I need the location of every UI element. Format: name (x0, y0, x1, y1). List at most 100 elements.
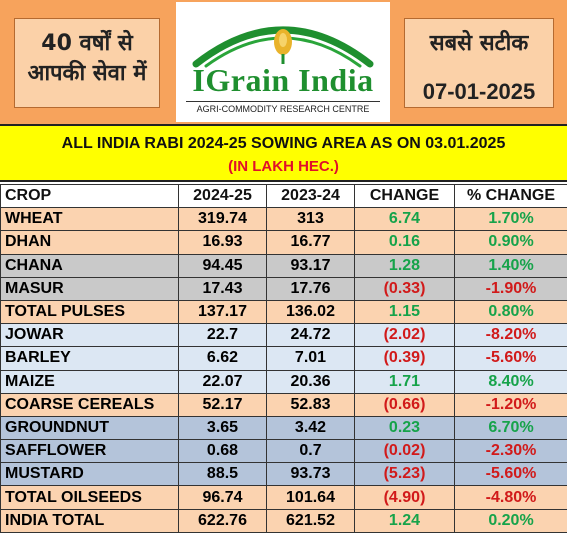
pct-change-cell: 0.20% (454, 508, 567, 533)
value-2023-24-cell: 313 (266, 207, 355, 232)
crop-cell: WHEAT (0, 207, 179, 232)
value-2023-24-cell: 93.17 (266, 253, 355, 278)
wheat-arc-icon (192, 26, 374, 68)
pct-change-cell: -2.30% (454, 439, 567, 464)
change-cell: (5.23) (354, 462, 455, 487)
column-header-change: CHANGE (354, 183, 455, 209)
table-row: GROUNDNUT 3.65 3.42 0.23 6.70% (0, 415, 567, 441)
crop-cell: MASUR (0, 276, 179, 301)
value-2023-24-cell: 24.72 (266, 323, 355, 348)
pct-change-cell: -1.90% (454, 276, 567, 301)
report-date: 07-01-2025 (422, 79, 536, 104)
table-row: WHEAT 319.74 313 6.74 1.70% (0, 207, 567, 232)
change-cell: 1.24 (354, 508, 455, 533)
pct-change-cell: -4.80% (454, 485, 567, 510)
value-2023-24-cell: 16.77 (266, 230, 355, 255)
value-2023-24-cell: 101.64 (266, 485, 355, 510)
pct-change-cell: 8.40% (454, 369, 567, 394)
table-title: ALL INDIA RABI 2024-25 SOWING AREA AS ON… (61, 135, 506, 152)
table-row: MASUR 17.43 17.76 (0.33) -1.90% (0, 276, 567, 301)
value-2024-25-cell: 52.17 (178, 392, 267, 417)
table-row: INDIA TOTAL 622.76 621.52 1.24 0.20% (0, 508, 567, 533)
value-2024-25-cell: 17.43 (178, 276, 267, 301)
value-2024-25-cell: 22.07 (178, 369, 267, 394)
crop-cell: MUSTARD (0, 462, 179, 487)
crop-cell: INDIA TOTAL (0, 508, 179, 533)
value-2023-24-cell: 52.83 (266, 392, 355, 417)
column-header-2023-24: 2023-24 (266, 183, 355, 209)
table-row: TOTAL OILSEEDS 96.74 101.64 (4.90) -4.80% (0, 485, 567, 510)
value-2024-25-cell: 94.45 (178, 253, 267, 278)
value-2023-24-cell: 621.52 (266, 508, 355, 533)
crop-cell: JOWAR (0, 323, 179, 348)
crop-cell: COARSE CEREALS (0, 392, 179, 417)
value-2024-25-cell: 96.74 (178, 485, 267, 510)
brand-tagline: AGRI-COMMODITY RESEARCH CENTRE (186, 101, 380, 114)
crop-cell: DHAN (0, 230, 179, 255)
table-row: SAFFLOWER 0.68 0.7 (0.02) -2.30% (0, 439, 567, 464)
crop-cell: TOTAL OILSEEDS (0, 485, 179, 510)
sowing-area-table: CROP 2024-25 2023-24 CHANGE % CHANGE WHE… (0, 183, 567, 533)
brand-name: IGrain India (192, 62, 374, 98)
table-row: COARSE CEREALS 52.17 52.83 (0.66) -1.20% (0, 392, 567, 417)
value-2024-25-cell: 0.68 (178, 439, 267, 464)
tagline-left-line1: 40 वर्षों से (41, 31, 133, 56)
table-row: TOTAL PULSES 137.17 136.02 1.15 0.80% (0, 299, 567, 325)
value-2024-25-cell: 6.62 (178, 346, 267, 371)
value-2023-24-cell: 0.7 (266, 439, 355, 464)
crop-cell: GROUNDNUT (0, 415, 179, 441)
column-header-2024-25: 2024-25 (178, 183, 267, 209)
table-row: CHANA 94.45 93.17 1.28 1.40% (0, 253, 567, 278)
change-cell: 1.28 (354, 253, 455, 278)
table-row: MAIZE 22.07 20.36 1.71 8.40% (0, 369, 567, 394)
crop-cell: BARLEY (0, 346, 179, 371)
change-cell: (4.90) (354, 485, 455, 510)
value-2023-24-cell: 7.01 (266, 346, 355, 371)
value-2024-25-cell: 137.17 (178, 299, 267, 325)
column-header-crop: CROP (0, 183, 179, 209)
change-cell: 6.74 (354, 207, 455, 232)
value-2024-25-cell: 88.5 (178, 462, 267, 487)
value-2023-24-cell: 136.02 (266, 299, 355, 325)
crop-cell: TOTAL PULSES (0, 299, 179, 325)
pct-change-cell: 0.80% (454, 299, 567, 325)
column-header-pct-change: % CHANGE (454, 183, 567, 209)
crop-cell: SAFFLOWER (0, 439, 179, 464)
change-cell: 1.15 (354, 299, 455, 325)
pct-change-cell: -5.60% (454, 462, 567, 487)
table-row: BARLEY 6.62 7.01 (0.39) -5.60% (0, 346, 567, 371)
change-cell: 0.16 (354, 230, 455, 255)
value-2024-25-cell: 3.65 (178, 415, 267, 441)
value-2023-24-cell: 3.42 (266, 415, 355, 441)
value-2023-24-cell: 20.36 (266, 369, 355, 394)
change-cell: 0.23 (354, 415, 455, 441)
pct-change-cell: -8.20% (454, 323, 567, 348)
tagline-box-right: सबसे सटीक 07-01-2025 (404, 18, 554, 108)
table-row: JOWAR 22.7 24.72 (2.02) -8.20% (0, 323, 567, 348)
change-cell: (0.66) (354, 392, 455, 417)
value-2024-25-cell: 319.74 (178, 207, 267, 232)
change-cell: 1.71 (354, 369, 455, 394)
table-title-bar: ALL INDIA RABI 2024-25 SOWING AREA AS ON… (0, 124, 567, 182)
table-header-row: CROP 2024-25 2023-24 CHANGE % CHANGE (0, 183, 567, 209)
value-2023-24-cell: 17.76 (266, 276, 355, 301)
change-cell: (0.39) (354, 346, 455, 371)
table-row: MUSTARD 88.5 93.73 (5.23) -5.60% (0, 462, 567, 487)
change-cell: (0.33) (354, 276, 455, 301)
value-2023-24-cell: 93.73 (266, 462, 355, 487)
tagline-box-left: 40 वर्षों से आपकी सेवा में (14, 18, 160, 108)
change-cell: (2.02) (354, 323, 455, 348)
pct-change-cell: -1.20% (454, 392, 567, 417)
tagline-left-line2: आपकी सेवा में (27, 61, 147, 86)
crop-cell: CHANA (0, 253, 179, 278)
value-2024-25-cell: 622.76 (178, 508, 267, 533)
brand-logo: IGrain India AGRI-COMMODITY RESEARCH CEN… (176, 2, 390, 122)
pct-change-cell: 1.70% (454, 207, 567, 232)
pct-change-cell: 0.90% (454, 230, 567, 255)
header-banner: 40 वर्षों से आपकी सेवा में IGrain India … (0, 0, 567, 124)
value-2024-25-cell: 22.7 (178, 323, 267, 348)
pct-change-cell: 1.40% (454, 253, 567, 278)
table-unit: (IN LAKH HEC.) (228, 158, 339, 175)
pct-change-cell: -5.60% (454, 346, 567, 371)
